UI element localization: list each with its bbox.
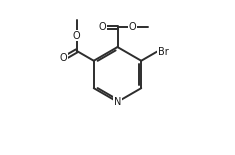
Text: N: N xyxy=(114,97,121,107)
Text: O: O xyxy=(129,22,137,32)
Text: Br: Br xyxy=(158,47,168,57)
Text: O: O xyxy=(73,31,80,41)
Text: O: O xyxy=(98,22,106,32)
Text: O: O xyxy=(60,53,67,63)
